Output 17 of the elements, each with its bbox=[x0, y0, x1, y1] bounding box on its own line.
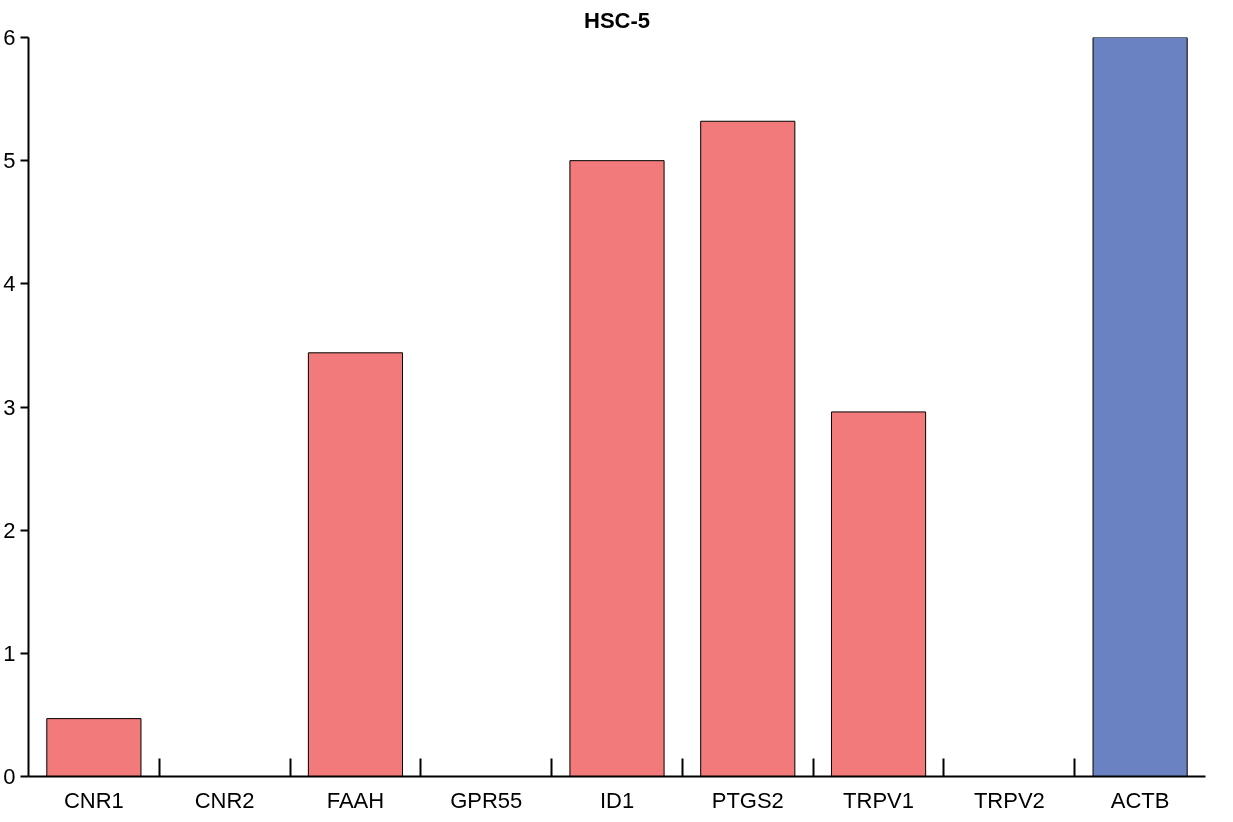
y-tick-label: 6 bbox=[3, 25, 16, 50]
y-tick-label: 2 bbox=[3, 517, 16, 543]
y-tick-label: 5 bbox=[3, 148, 16, 174]
x-tick-label: TRPV1 bbox=[843, 787, 915, 813]
x-tick-label: TRPV2 bbox=[973, 787, 1045, 813]
x-tick-label: FAAH bbox=[326, 787, 385, 813]
x-tick-label: ID1 bbox=[599, 787, 635, 813]
y-tick-label: 1 bbox=[3, 640, 16, 666]
chart-title: HSC-5 bbox=[583, 7, 651, 33]
y-tick-label: 4 bbox=[3, 271, 16, 297]
x-tick-label: GPR55 bbox=[450, 787, 523, 813]
y-tick-label: 3 bbox=[3, 394, 16, 420]
x-tick-label: ACTB bbox=[1110, 787, 1170, 813]
y-tick-label: 0 bbox=[3, 764, 16, 789]
x-tick-label: CNR2 bbox=[194, 787, 255, 813]
x-tick-label: PTGS2 bbox=[711, 787, 784, 813]
x-tick-label: CNR1 bbox=[63, 787, 124, 813]
